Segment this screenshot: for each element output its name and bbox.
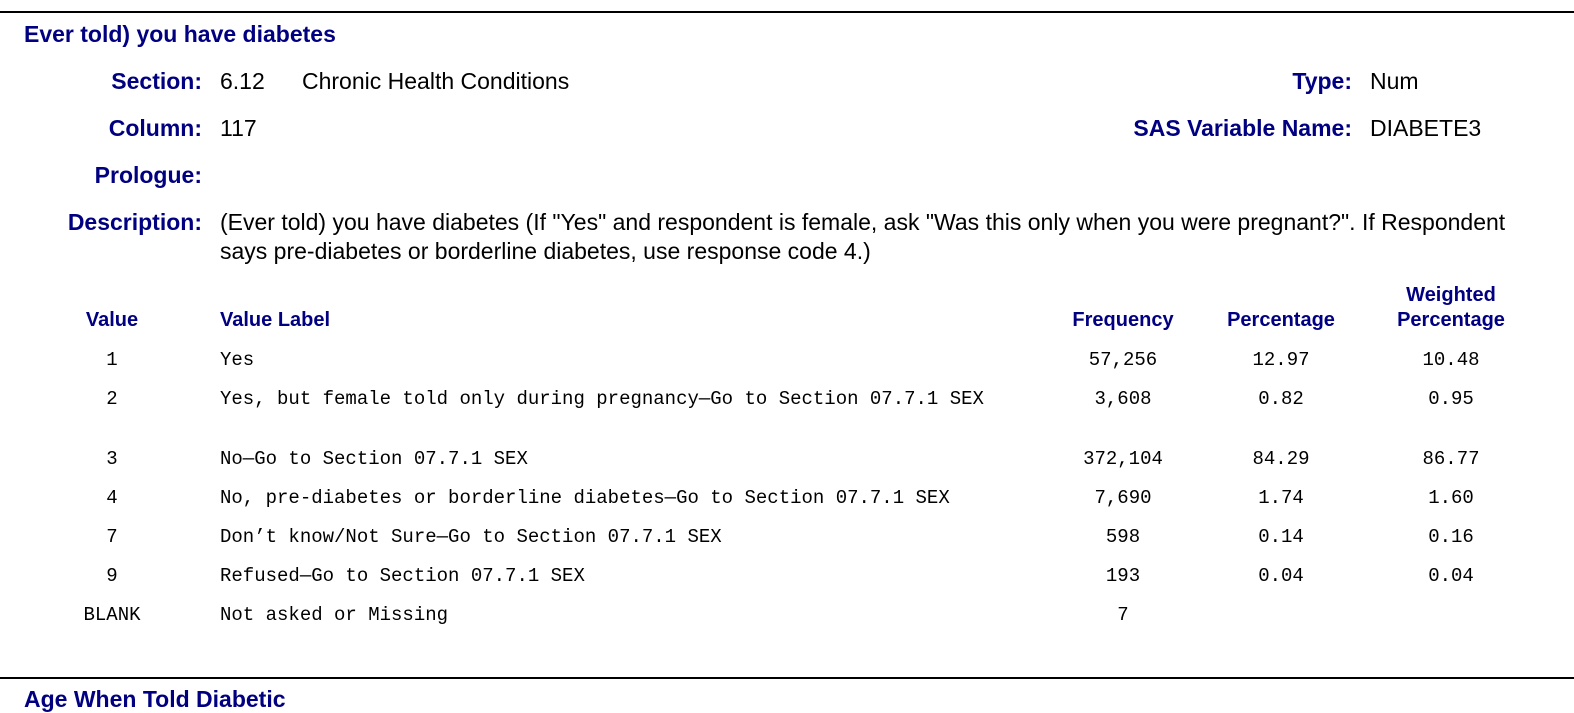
header-value-label: Value Label	[220, 309, 331, 331]
header-weighted-line2: Percentage	[1397, 309, 1505, 331]
row-value: 7	[106, 526, 118, 548]
header-percentage: Percentage	[1227, 309, 1335, 331]
prologue-label: Prologue:	[94, 162, 202, 188]
row-label: Refused—Go to Section 07.7.1 SEX	[220, 565, 585, 587]
column-label: Column:	[108, 115, 202, 141]
row-value: BLANK	[83, 604, 141, 626]
description-label: Description:	[67, 209, 202, 235]
column-value: 117	[220, 115, 257, 141]
type-value: Num	[1370, 68, 1419, 94]
row-frequency: 57,256	[1088, 349, 1158, 371]
row-percentage: 0.04	[1258, 565, 1304, 587]
header-value: Value	[85, 309, 139, 331]
row-frequency: 7	[1117, 604, 1129, 626]
row-frequency: 3,608	[1094, 388, 1152, 410]
row-label: Not asked or Missing	[220, 604, 449, 626]
sas-variable-label: SAS Variable Name:	[1133, 115, 1352, 141]
section-name: Chronic Health Conditions	[302, 68, 570, 94]
row-percentage: 0.82	[1258, 388, 1304, 410]
next-variable-title: Age When Told Diabetic	[24, 686, 286, 712]
row-weighted-percentage: 0.95	[1428, 388, 1474, 410]
row-value: 4	[106, 487, 118, 509]
row-label: Yes, but female told only during pregnan…	[220, 388, 984, 410]
row-frequency: 7,690	[1094, 487, 1152, 509]
section-number: 6.12	[220, 68, 265, 94]
row-frequency: 372,104	[1083, 448, 1163, 470]
sas-variable-value: DIABETE3	[1370, 115, 1482, 141]
row-weighted-percentage: 1.60	[1428, 487, 1474, 509]
header-frequency: Frequency	[1072, 309, 1174, 331]
row-weighted-percentage: 10.48	[1422, 349, 1480, 371]
row-value: 1	[106, 349, 118, 371]
header-weighted-percentage: Weighted Percentage	[1381, 283, 1521, 333]
top-divider	[0, 11, 1574, 13]
row-label: Don’t know/Not Sure—Go to Section 07.7.1…	[220, 526, 722, 548]
bottom-divider	[0, 677, 1574, 679]
row-frequency: 193	[1105, 565, 1141, 587]
row-percentage: 1.74	[1258, 487, 1304, 509]
row-value: 3	[106, 448, 118, 470]
row-value: 2	[106, 388, 118, 410]
type-label: Type:	[1292, 68, 1352, 94]
row-value: 9	[106, 565, 118, 587]
row-percentage: 12.97	[1252, 349, 1310, 371]
row-label: No—Go to Section 07.7.1 SEX	[220, 448, 528, 470]
row-weighted-percentage: 0.04	[1428, 565, 1474, 587]
description-text: (Ever told) you have diabetes (If "Yes" …	[220, 209, 1506, 264]
row-percentage: 84.29	[1252, 448, 1310, 470]
header-weighted-line1: Weighted	[1406, 284, 1496, 306]
section-label: Section:	[111, 68, 202, 94]
row-percentage: 0.14	[1258, 526, 1304, 548]
row-weighted-percentage: 0.16	[1428, 526, 1474, 548]
variable-title: Ever told) you have diabetes	[24, 21, 336, 47]
row-weighted-percentage: 86.77	[1422, 448, 1480, 470]
row-frequency: 598	[1105, 526, 1141, 548]
row-label: Yes	[220, 349, 255, 371]
row-label: No, pre-diabetes or borderline diabetes—…	[220, 487, 950, 509]
